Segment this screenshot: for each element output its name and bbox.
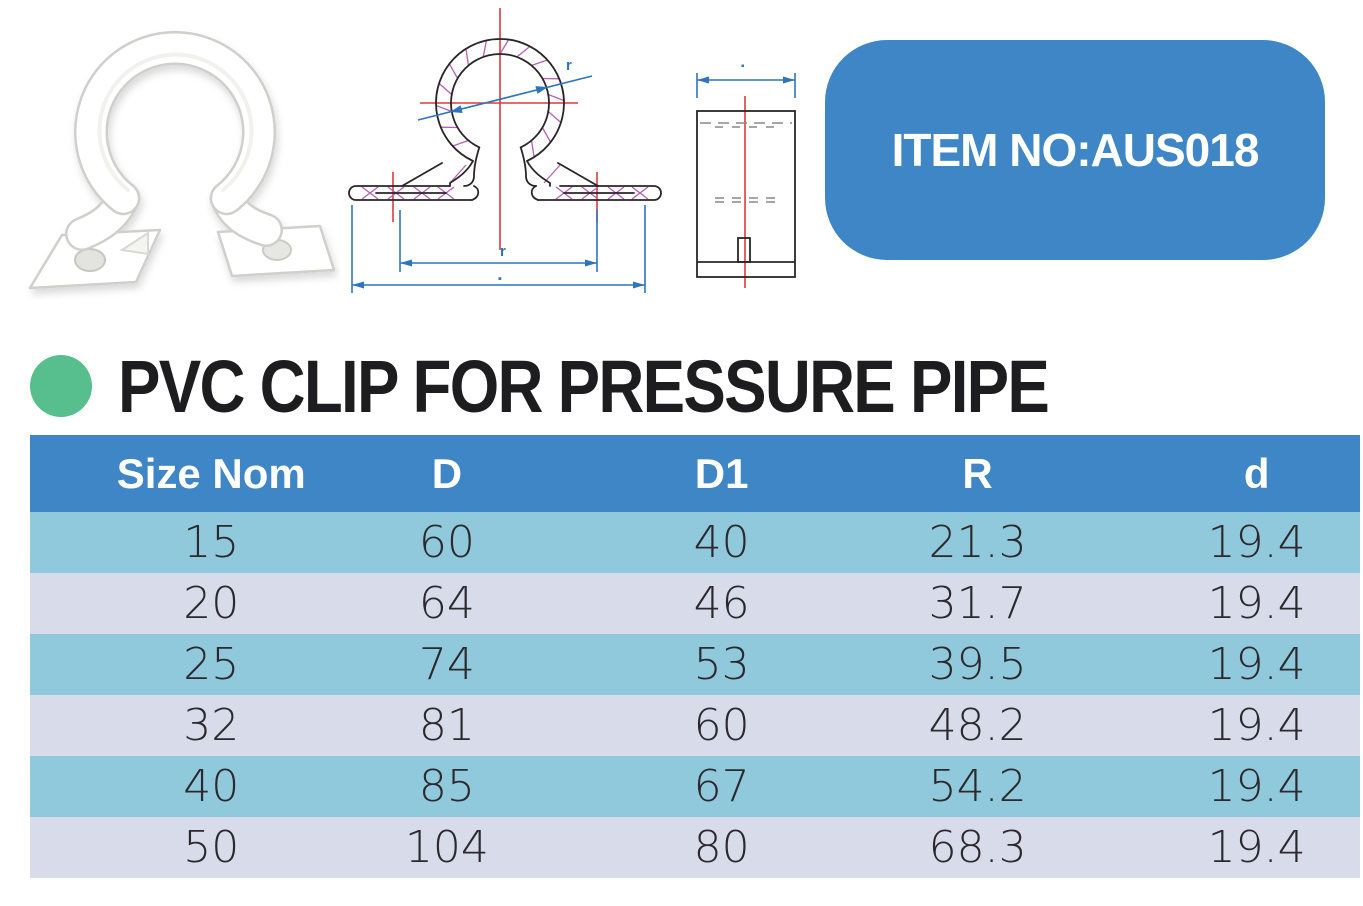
cell-d-small: 19.4 (1107, 512, 1360, 573)
cell-d: 74 (362, 634, 576, 695)
table-row: 20 64 46 31.7 19.4 (30, 573, 1360, 634)
cell-d1: 67 (575, 756, 868, 817)
section-bullet-icon (30, 355, 92, 417)
cell-d: 64 (362, 573, 576, 634)
table-row: 32 81 60 48.2 19.4 (30, 695, 1360, 756)
clip-cross-section-drawing: r r ▪ (348, 8, 662, 293)
section-heading: PVC CLIP FOR PRESSURE PIPE (30, 345, 1200, 428)
dim-label-side-width: ▪ (741, 61, 745, 72)
table-row: 25 74 53 39.5 19.4 (30, 634, 1360, 695)
column-header-d-upper: D (362, 435, 576, 512)
cell-d: 104 (362, 817, 576, 878)
product-photo (10, 20, 340, 305)
cell-size: 15 (30, 512, 363, 573)
cell-r: 21.3 (867, 512, 1108, 573)
column-header-d1: D1 (575, 435, 868, 512)
dim-label-inner-width: r (500, 243, 506, 260)
cell-d-small: 19.4 (1107, 817, 1360, 878)
cell-r: 54.2 (867, 756, 1108, 817)
technical-drawing-side: ▪ (670, 40, 820, 305)
product-title: PVC CLIP FOR PRESSURE PIPE (118, 344, 1050, 428)
cell-d: 85 (362, 756, 576, 817)
column-header-r: R (867, 435, 1108, 512)
cell-r: 68.3 (867, 817, 1108, 878)
table-row: 40 85 67 54.2 19.4 (30, 756, 1360, 817)
cell-d1: 60 (575, 695, 868, 756)
technical-drawing-front: r r ▪ (330, 0, 680, 317)
spec-table: Size Nom D D1 R d 15 60 40 21.3 19.4 20 … (30, 435, 1360, 878)
cell-r: 31.7 (867, 573, 1108, 634)
cell-size: 32 (30, 695, 363, 756)
cell-d-small: 19.4 (1107, 695, 1360, 756)
cell-size: 20 (30, 573, 363, 634)
table-row: 50 104 80 68.3 19.4 (30, 817, 1360, 878)
cell-r: 39.5 (867, 634, 1108, 695)
cell-d: 60 (362, 512, 576, 573)
item-number-badge: ITEM NO:AUS018 (825, 40, 1325, 260)
column-header-size-nom: Size Nom (30, 435, 363, 512)
cell-size: 40 (30, 756, 363, 817)
column-header-d-lower: d (1107, 435, 1360, 512)
pipe-clip-photo-illustration (28, 31, 336, 290)
cell-size: 50 (30, 817, 363, 878)
dim-label-overall-width: ▪ (498, 273, 502, 285)
cell-d1: 53 (575, 634, 868, 695)
cell-d1: 40 (575, 512, 868, 573)
cell-size: 25 (30, 634, 363, 695)
cell-d: 81 (362, 695, 576, 756)
dim-label-diameter: r (566, 57, 572, 74)
cell-d1: 46 (575, 573, 868, 634)
cell-d-small: 19.4 (1107, 634, 1360, 695)
item-number-label: ITEM NO:AUS018 (891, 124, 1260, 176)
cell-r: 48.2 (867, 695, 1108, 756)
cell-d1: 80 (575, 817, 868, 878)
cell-d-small: 19.4 (1107, 756, 1360, 817)
cell-d-small: 19.4 (1107, 573, 1360, 634)
table-row: 15 60 40 21.3 19.4 (30, 512, 1360, 573)
clip-side-view-drawing: ▪ (696, 61, 796, 288)
table-header-row: Size Nom D D1 R d (30, 435, 1360, 512)
